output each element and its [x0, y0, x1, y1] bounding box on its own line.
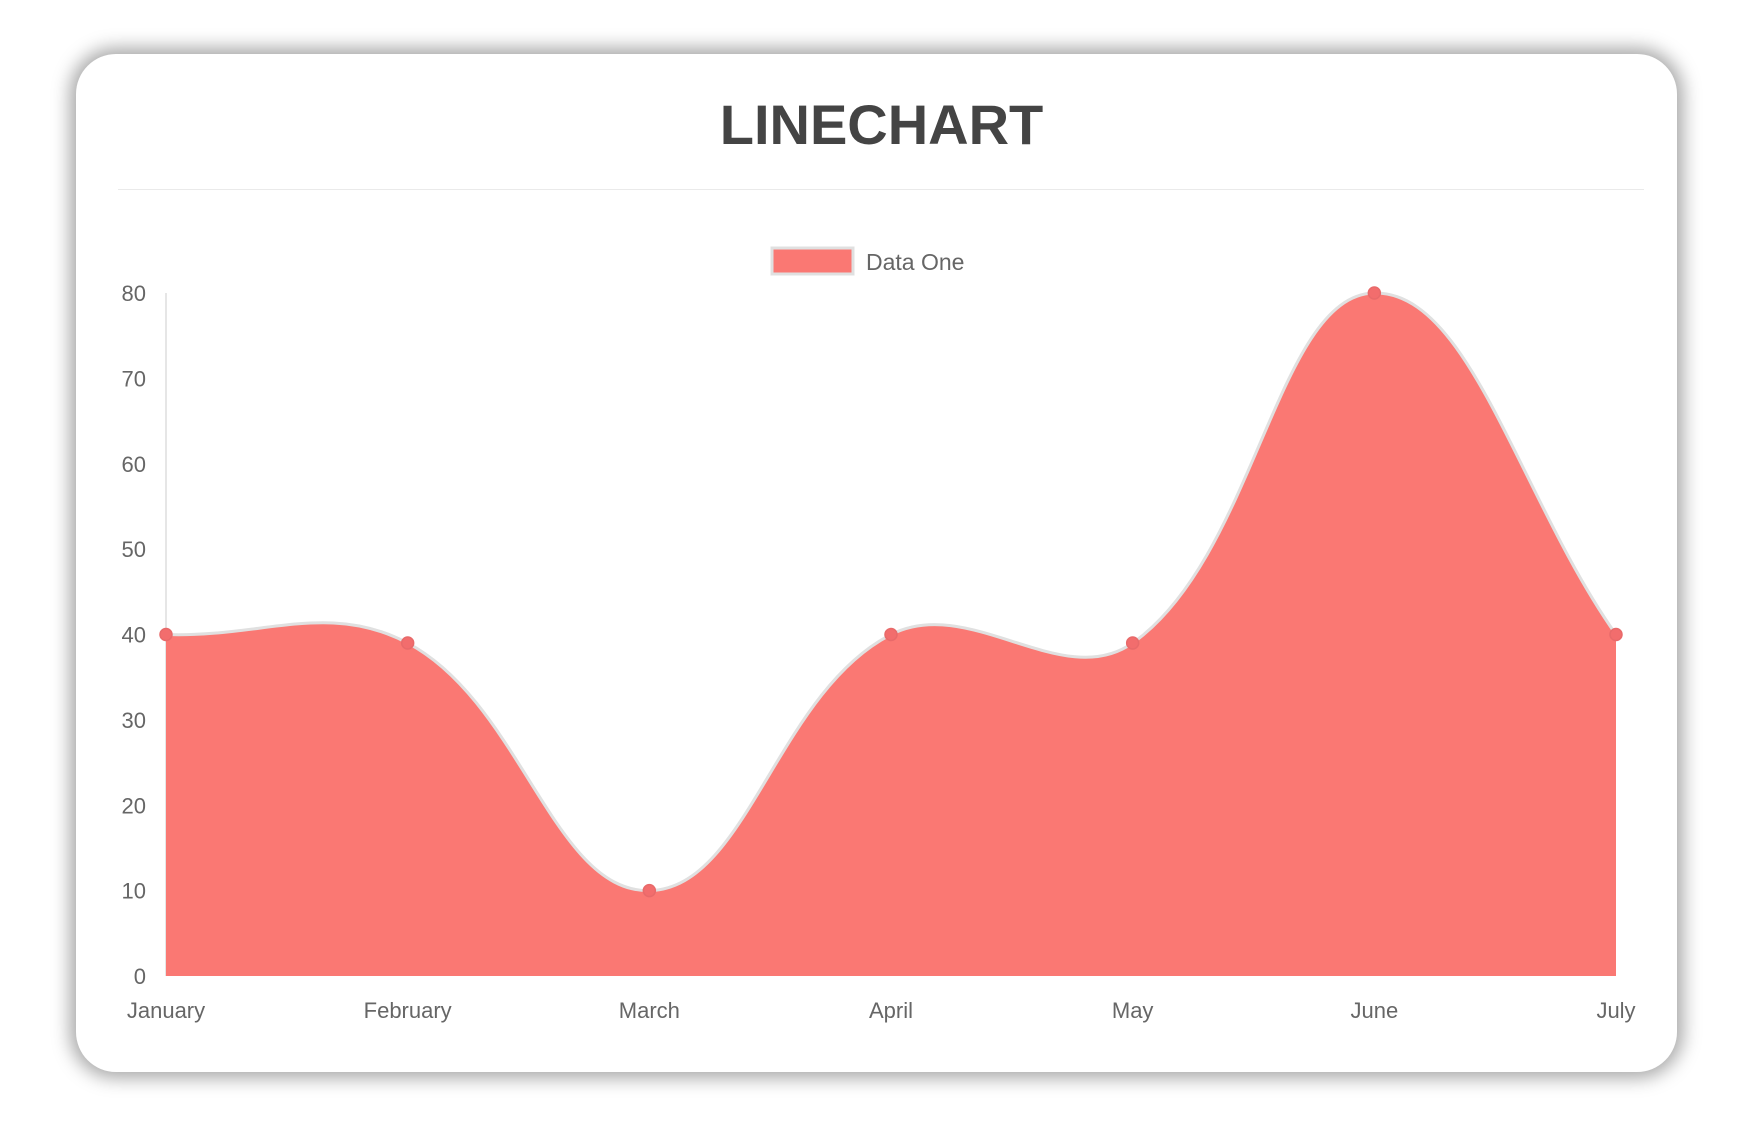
- x-tick-label: January: [127, 998, 205, 1023]
- legend-swatch: [770, 246, 855, 276]
- x-tick-label: July: [1596, 998, 1635, 1023]
- data-point-april[interactable]: [884, 627, 898, 642]
- y-tick-label: 80: [122, 281, 146, 306]
- y-tick-label: 50: [122, 537, 146, 562]
- series-area: [166, 292, 1616, 977]
- chart-title: LINECHART: [719, 93, 1044, 156]
- data-point-march[interactable]: [642, 883, 657, 898]
- y-tick-label: 0: [134, 964, 146, 989]
- x-tick-label: March: [619, 998, 680, 1023]
- x-tick-label: February: [364, 998, 452, 1023]
- legend-label[interactable]: Data One: [866, 249, 964, 275]
- data-point-june[interactable]: [1367, 286, 1382, 300]
- y-tick-label: 10: [122, 879, 146, 904]
- y-tick-label: 40: [122, 623, 146, 648]
- y-tick-label: 30: [122, 708, 146, 733]
- y-tick-label: 20: [122, 793, 146, 818]
- y-tick-label: 60: [122, 452, 146, 477]
- data-point-july[interactable]: [1609, 627, 1623, 642]
- data-point-january[interactable]: [159, 627, 173, 642]
- series-line: [165, 291, 1618, 893]
- legend: Data One: [770, 246, 964, 276]
- x-tick-label: April: [869, 998, 913, 1023]
- x-tick-label: May: [1112, 998, 1154, 1023]
- data-point-february[interactable]: [400, 636, 415, 650]
- y-tick-label: 70: [122, 366, 146, 391]
- x-tick-label: June: [1350, 998, 1398, 1023]
- title-divider: [118, 189, 1644, 190]
- data-point-may[interactable]: [1125, 636, 1140, 650]
